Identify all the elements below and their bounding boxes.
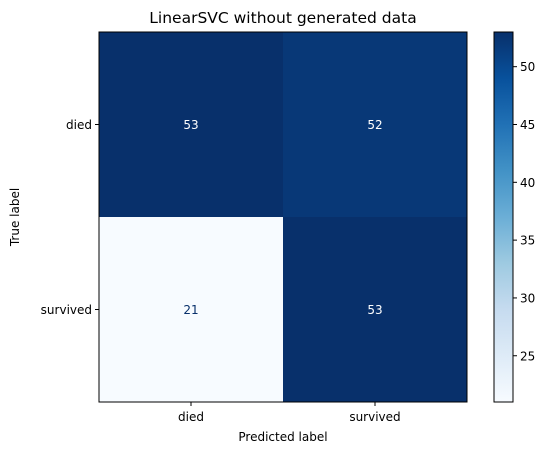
y-tick-label: survived — [41, 303, 92, 317]
heatmap-cell — [99, 32, 284, 218]
colorbar-tick-label: 50 — [520, 60, 535, 74]
cell-value-label: 53 — [367, 303, 382, 317]
heatmap-cells: 53 52 21 53 — [99, 32, 468, 403]
heatmap-cell — [99, 217, 284, 403]
colorbar-tick-label: 40 — [520, 176, 535, 190]
x-axis-label: Predicted label — [238, 430, 327, 444]
cell-value-label: 52 — [367, 118, 382, 132]
y-tick-label: died — [66, 118, 92, 132]
cell-value-label: 53 — [183, 118, 198, 132]
x-tick-label: survived — [349, 410, 400, 424]
colorbar-tick-label: 35 — [520, 234, 535, 248]
plot-frame — [98, 31, 468, 403]
heatmap-cell — [283, 32, 468, 218]
colorbar — [493, 31, 514, 403]
y-axis-ticks: died survived — [41, 118, 99, 317]
y-axis-label: True label — [8, 188, 22, 247]
chart-title: LinearSVC without generated data — [149, 9, 416, 27]
colorbar-tick-label: 25 — [520, 349, 535, 363]
heatmap-cell — [283, 217, 468, 403]
colorbar-ticks: 25 30 35 40 45 50 — [513, 60, 535, 363]
colorbar-tick-label: 45 — [520, 118, 535, 132]
x-tick-label: died — [178, 410, 204, 424]
cell-value-label: 21 — [183, 303, 198, 317]
colorbar-tick-label: 30 — [520, 291, 535, 305]
x-axis-ticks: died survived — [178, 402, 401, 424]
